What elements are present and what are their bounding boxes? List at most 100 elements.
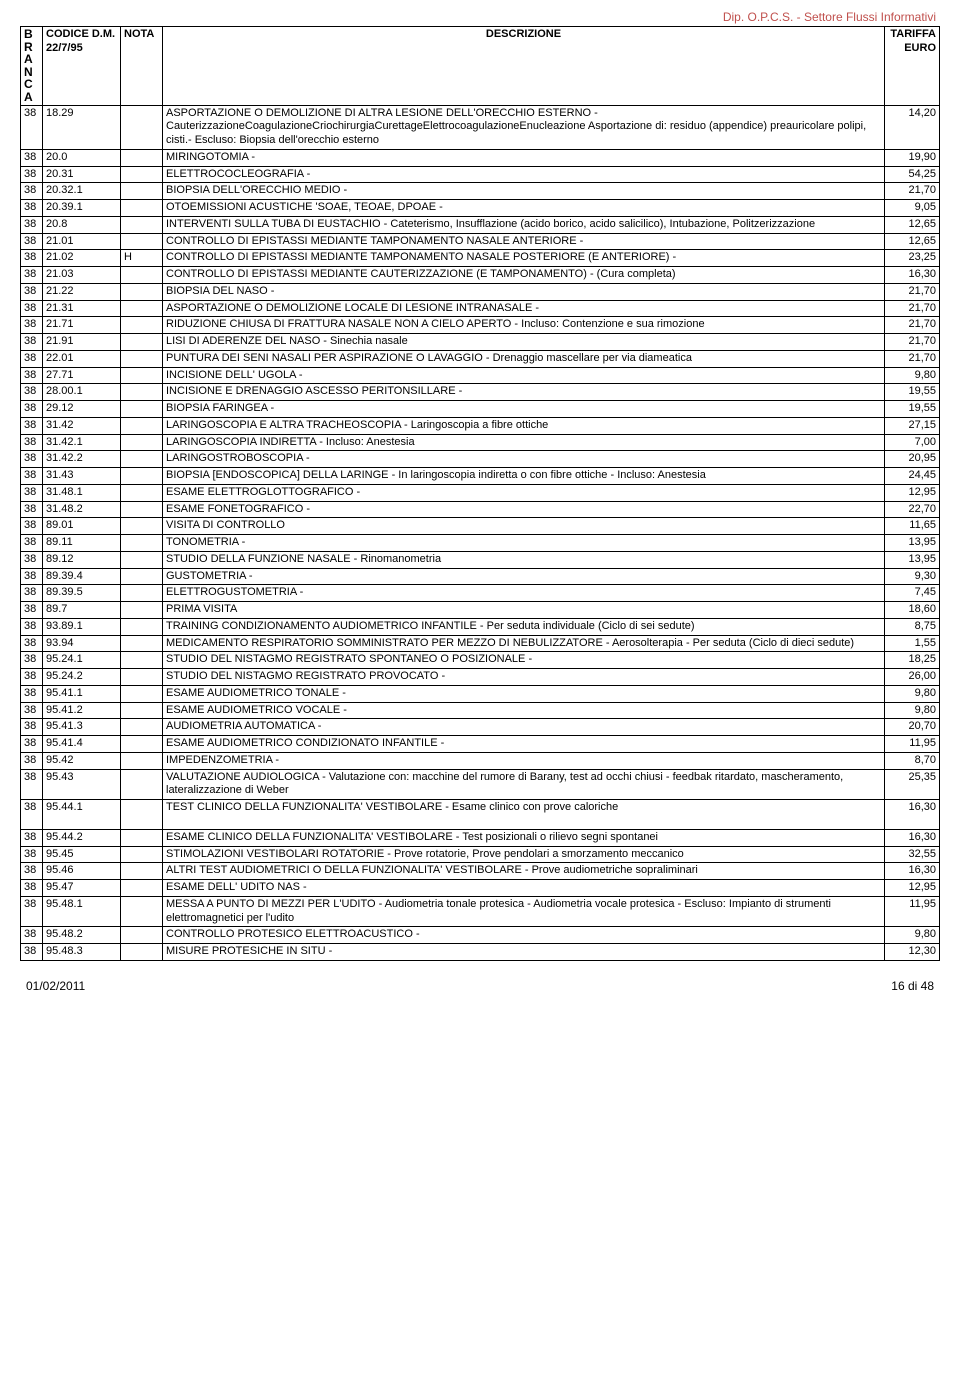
cell-descrizione: TEST CLINICO DELLA FUNZIONALITA' VESTIBO… (163, 800, 885, 830)
cell-descrizione: ASPORTAZIONE O DEMOLIZIONE LOCALE DI LES… (163, 300, 885, 317)
footer-page: 16 di 48 (891, 979, 934, 993)
cell-codice: 20.0 (43, 149, 121, 166)
table-row: 3821.03 CONTROLLO DI EPISTASSI MEDIANTE C… (21, 267, 940, 284)
table-row: 3821.31 ASPORTAZIONE O DEMOLIZIONE LOCALE… (21, 300, 940, 317)
col-header-tariffa: TARIFFA EURO (885, 27, 940, 106)
col-header-branca: BRANCA (21, 27, 43, 106)
page-footer: 01/02/2011 16 di 48 (20, 979, 940, 993)
cell-nota (121, 736, 163, 753)
table-row: 3895.41.3AUDIOMETRIA AUTOMATICA -20,70 (21, 719, 940, 736)
table-row: 3820.8INTERVENTI SULLA TUBA DI EUSTACHIO… (21, 216, 940, 233)
cell-nota (121, 350, 163, 367)
cell-descrizione: LARINGOSCOPIA INDIRETTA - Incluso: Anest… (163, 434, 885, 451)
cell-descrizione: PUNTURA DEI SENI NASALI PER ASPIRAZIONE … (163, 350, 885, 367)
cell-descrizione: CONTROLLO DI EPISTASSI MEDIANTE TAMPONAM… (163, 250, 885, 267)
cell-nota (121, 635, 163, 652)
cell-codice: 89.11 (43, 535, 121, 552)
cell-branca: 38 (21, 250, 43, 267)
table-row: 3895.44.2ESAME CLINICO DELLA FUNZIONALIT… (21, 829, 940, 846)
cell-nota (121, 702, 163, 719)
table-row: 3821.91LISI DI ADERENZE DEL NASO - Sinec… (21, 334, 940, 351)
cell-tariffa: 12,95 (885, 484, 940, 501)
cell-descrizione: VALUTAZIONE AUDIOLOGICA - Valutazione co… (163, 769, 885, 800)
cell-tariffa: 12,95 (885, 880, 940, 897)
cell-descrizione: RIDUZIONE CHIUSA DI FRATTURA NASALE NON … (163, 317, 885, 334)
cell-nota (121, 551, 163, 568)
cell-codice: 95.48.2 (43, 927, 121, 944)
cell-codice: 21.02 (43, 250, 121, 267)
cell-tariffa: 27,15 (885, 417, 940, 434)
table-row: 3895.41.2ESAME AUDIOMETRICO VOCALE -9,80 (21, 702, 940, 719)
cell-tariffa: 1,55 (885, 635, 940, 652)
cell-descrizione: MESSA A PUNTO DI MEZZI PER L'UDITO - Aud… (163, 896, 885, 927)
cell-branca: 38 (21, 602, 43, 619)
cell-tariffa: 21,70 (885, 283, 940, 300)
cell-nota (121, 896, 163, 927)
cell-tariffa: 19,90 (885, 149, 940, 166)
cell-tariffa: 20,70 (885, 719, 940, 736)
cell-tariffa: 18,60 (885, 602, 940, 619)
cell-descrizione: ESAME AUDIOMETRICO CONDIZIONATO INFANTIL… (163, 736, 885, 753)
cell-branca: 38 (21, 800, 43, 830)
cell-branca: 38 (21, 585, 43, 602)
cell-descrizione: CONTROLLO DI EPISTASSI MEDIANTE CAUTERIZ… (163, 267, 885, 284)
cell-codice: 21.03 (43, 267, 121, 284)
cell-codice: 31.48.2 (43, 501, 121, 518)
cell-codice: 89.7 (43, 602, 121, 619)
tariff-table: BRANCA CODICE D.M. 22/7/95 NOTA DESCRIZI… (20, 26, 940, 961)
cell-codice: 95.43 (43, 769, 121, 800)
cell-codice: 31.48.1 (43, 484, 121, 501)
cell-codice: 20.39.1 (43, 200, 121, 217)
cell-nota (121, 568, 163, 585)
cell-branca: 38 (21, 944, 43, 961)
cell-descrizione: ESAME ELETTROGLOTTOGRAFICO - (163, 484, 885, 501)
table-body: BRANCA CODICE D.M. 22/7/95 NOTA DESCRIZI… (21, 27, 940, 961)
cell-codice: 31.42 (43, 417, 121, 434)
cell-tariffa: 12,65 (885, 233, 940, 250)
cell-branca: 38 (21, 267, 43, 284)
cell-nota (121, 283, 163, 300)
cell-nota (121, 863, 163, 880)
cell-descrizione: ASPORTAZIONE O DEMOLIZIONE DI ALTRA LESI… (163, 105, 885, 149)
table-row: 3895.24.2STUDIO DEL NISTAGMO REGISTRATO … (21, 669, 940, 686)
cell-tariffa: 8,75 (885, 618, 940, 635)
cell-codice: 95.48.1 (43, 896, 121, 927)
cell-descrizione: IMPEDENZOMETRIA - (163, 752, 885, 769)
cell-tariffa: 11,95 (885, 896, 940, 927)
cell-tariffa: 9,05 (885, 200, 940, 217)
cell-branca: 38 (21, 618, 43, 635)
cell-codice: 28.00.1 (43, 384, 121, 401)
table-row: 3889.39.4GUSTOMETRIA -9,30 (21, 568, 940, 585)
cell-tariffa: 24,45 (885, 468, 940, 485)
cell-nota (121, 769, 163, 800)
cell-descrizione: PRIMA VISITA (163, 602, 885, 619)
table-row: 3889.12STUDIO DELLA FUNZIONE NASALE - Ri… (21, 551, 940, 568)
cell-codice: 21.31 (43, 300, 121, 317)
cell-nota (121, 501, 163, 518)
table-row: 3820.32.1BIOPSIA DELL'ORECCHIO MEDIO -21… (21, 183, 940, 200)
cell-branca: 38 (21, 719, 43, 736)
cell-tariffa: 23,25 (885, 250, 940, 267)
cell-tariffa: 9,80 (885, 685, 940, 702)
table-row: 3831.42.1LARINGOSCOPIA INDIRETTA - Inclu… (21, 434, 940, 451)
cell-tariffa: 32,55 (885, 846, 940, 863)
cell-nota (121, 216, 163, 233)
cell-descrizione: STIMOLAZIONI VESTIBOLARI ROTATORIE - Pro… (163, 846, 885, 863)
cell-descrizione: INCISIONE E DRENAGGIO ASCESSO PERITONSIL… (163, 384, 885, 401)
cell-branca: 38 (21, 283, 43, 300)
department-header: Dip. O.P.C.S. - Settore Flussi Informati… (20, 10, 940, 24)
cell-nota (121, 183, 163, 200)
table-row: 3895.45STIMOLAZIONI VESTIBOLARI ROTATORI… (21, 846, 940, 863)
cell-codice: 27.71 (43, 367, 121, 384)
cell-codice: 95.41.1 (43, 685, 121, 702)
cell-tariffa: 54,25 (885, 166, 940, 183)
codice-l1: CODICE D.M. (46, 28, 115, 40)
cell-codice: 21.01 (43, 233, 121, 250)
cell-nota (121, 105, 163, 149)
cell-codice: 95.41.3 (43, 719, 121, 736)
table-row: 3889.11TONOMETRIA -13,95 (21, 535, 940, 552)
cell-descrizione: ESAME DELL' UDITO NAS - (163, 880, 885, 897)
cell-branca: 38 (21, 300, 43, 317)
cell-tariffa: 9,80 (885, 702, 940, 719)
cell-nota (121, 602, 163, 619)
